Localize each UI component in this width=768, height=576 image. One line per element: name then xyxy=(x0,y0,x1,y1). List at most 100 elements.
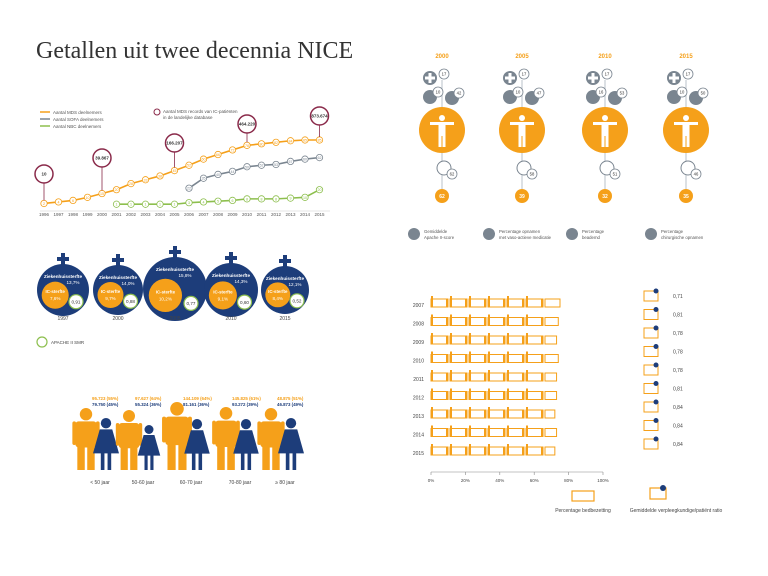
x-tick-label: 2014 xyxy=(300,212,311,217)
record-value: 10 xyxy=(41,172,47,177)
ratio-legend-nurse-icon xyxy=(660,485,666,491)
man-icon xyxy=(257,408,285,470)
ratio-value: 0,81 xyxy=(673,387,683,393)
data-label: 62 xyxy=(318,156,322,160)
x-tick-label: 2015 xyxy=(314,212,325,217)
ic-sterfte-circle xyxy=(265,282,291,308)
bed-partial-icon xyxy=(544,446,556,456)
beademd-badge xyxy=(609,168,621,180)
nurse-icon xyxy=(653,381,659,386)
leg-icon xyxy=(150,455,154,470)
record-pin-icon xyxy=(153,108,161,116)
bed-x-tick-label: 60% xyxy=(530,478,539,483)
bed-icon xyxy=(503,410,505,418)
apache-badge xyxy=(682,68,694,80)
record-legend-label: in de landelijke database xyxy=(163,115,213,120)
x-tick-label: 2005 xyxy=(169,212,180,217)
bed-icon xyxy=(449,317,468,326)
bed-icon xyxy=(484,447,486,455)
data-label: 6 xyxy=(232,199,234,203)
ic-sterfte-circle xyxy=(208,281,237,310)
bed-legend-label: Percentage bedbezetting xyxy=(555,508,611,514)
ic-value: 10,2% xyxy=(159,296,172,301)
record-value: 464.220 xyxy=(239,122,256,127)
ic-label: IC-sterfte xyxy=(268,289,288,294)
data-label: 33 xyxy=(144,178,148,182)
smr-value: 0,60 xyxy=(240,300,249,305)
legend-label: Aantal NBC deelnemers xyxy=(53,124,102,129)
x-tick-label: 2008 xyxy=(213,212,224,217)
bed-icon xyxy=(526,370,528,381)
bed-icon xyxy=(468,317,487,326)
male-count: 97.627 (64%) xyxy=(135,396,162,401)
ratio-value: 0,81 xyxy=(673,313,683,319)
bed-partial-icon xyxy=(544,409,556,419)
patient-year: 2005 xyxy=(515,54,529,60)
ic-label: IC-sterfte xyxy=(156,289,176,294)
bed-icon xyxy=(430,317,449,326)
record-pin-icon xyxy=(164,133,185,153)
bed-icon xyxy=(431,314,433,326)
nurse-bed-icon xyxy=(643,420,659,431)
head-icon xyxy=(170,402,184,416)
bed-icon xyxy=(525,335,544,345)
woman-icon xyxy=(278,418,304,470)
beademd-badge xyxy=(446,168,458,180)
data-label: 8 xyxy=(261,197,263,201)
woman-icon xyxy=(137,425,161,470)
bed-icon xyxy=(506,354,525,363)
head-icon xyxy=(100,418,112,429)
ratio-value: 0,78 xyxy=(673,368,683,374)
ziek-value: 14,0% xyxy=(121,281,134,286)
head-icon xyxy=(191,419,203,430)
ic-sterfte-circle xyxy=(41,281,69,309)
ziek-value: 13,7% xyxy=(66,280,79,285)
vaso-badge xyxy=(512,86,524,98)
bed-icon xyxy=(449,409,468,419)
bed-icon xyxy=(431,333,433,344)
chir-badge xyxy=(453,87,465,99)
bed-icon xyxy=(469,407,471,418)
bottom-circle xyxy=(515,189,529,203)
male-count: 48.875 (51%) xyxy=(277,396,304,401)
mortality-group xyxy=(143,246,207,321)
lungs-legend-icon xyxy=(566,228,578,240)
bed-icon xyxy=(526,407,528,418)
patient-legend-label: beademd xyxy=(582,235,601,240)
mortality-group xyxy=(93,254,143,315)
bed-icon xyxy=(507,296,509,307)
nurse-icon xyxy=(653,307,659,312)
patient-legend-label: chirurgische opnamen xyxy=(661,235,704,240)
bed-icon xyxy=(450,333,452,344)
apache-badge xyxy=(518,68,530,80)
male-count: 145.825 (61%) xyxy=(232,396,261,401)
arm-icon xyxy=(212,420,216,445)
ziek-value: 14,3% xyxy=(234,279,247,284)
data-point xyxy=(185,161,193,169)
legend-label: Aantal MDS deelnemers xyxy=(53,110,103,115)
bed-icon xyxy=(488,296,490,307)
cross-icon xyxy=(169,250,181,254)
bed-icon xyxy=(525,409,544,419)
mortality-group xyxy=(37,253,89,316)
bed-icon xyxy=(450,388,452,400)
age-label: < 50 jaar xyxy=(90,480,110,486)
data-label: 1 xyxy=(159,203,161,207)
bed-icon xyxy=(450,444,452,455)
bottom-circle xyxy=(435,189,449,203)
mortality-group xyxy=(261,255,309,314)
data-point xyxy=(199,174,208,182)
bed-partial-icon xyxy=(544,391,558,400)
patient-head-icon xyxy=(602,115,608,121)
vaso-legend-icon xyxy=(483,228,495,240)
bed-icon xyxy=(506,335,525,345)
bed-icon xyxy=(525,317,544,326)
bed-icon xyxy=(484,336,486,344)
data-label: 5 xyxy=(217,200,219,204)
nurse-icon xyxy=(653,344,659,349)
bed-icon xyxy=(506,409,525,419)
vaso-value: 10 xyxy=(516,90,521,95)
leg-icon xyxy=(272,446,280,470)
beademd-value: 62 xyxy=(450,172,455,177)
body-icon xyxy=(215,420,237,448)
